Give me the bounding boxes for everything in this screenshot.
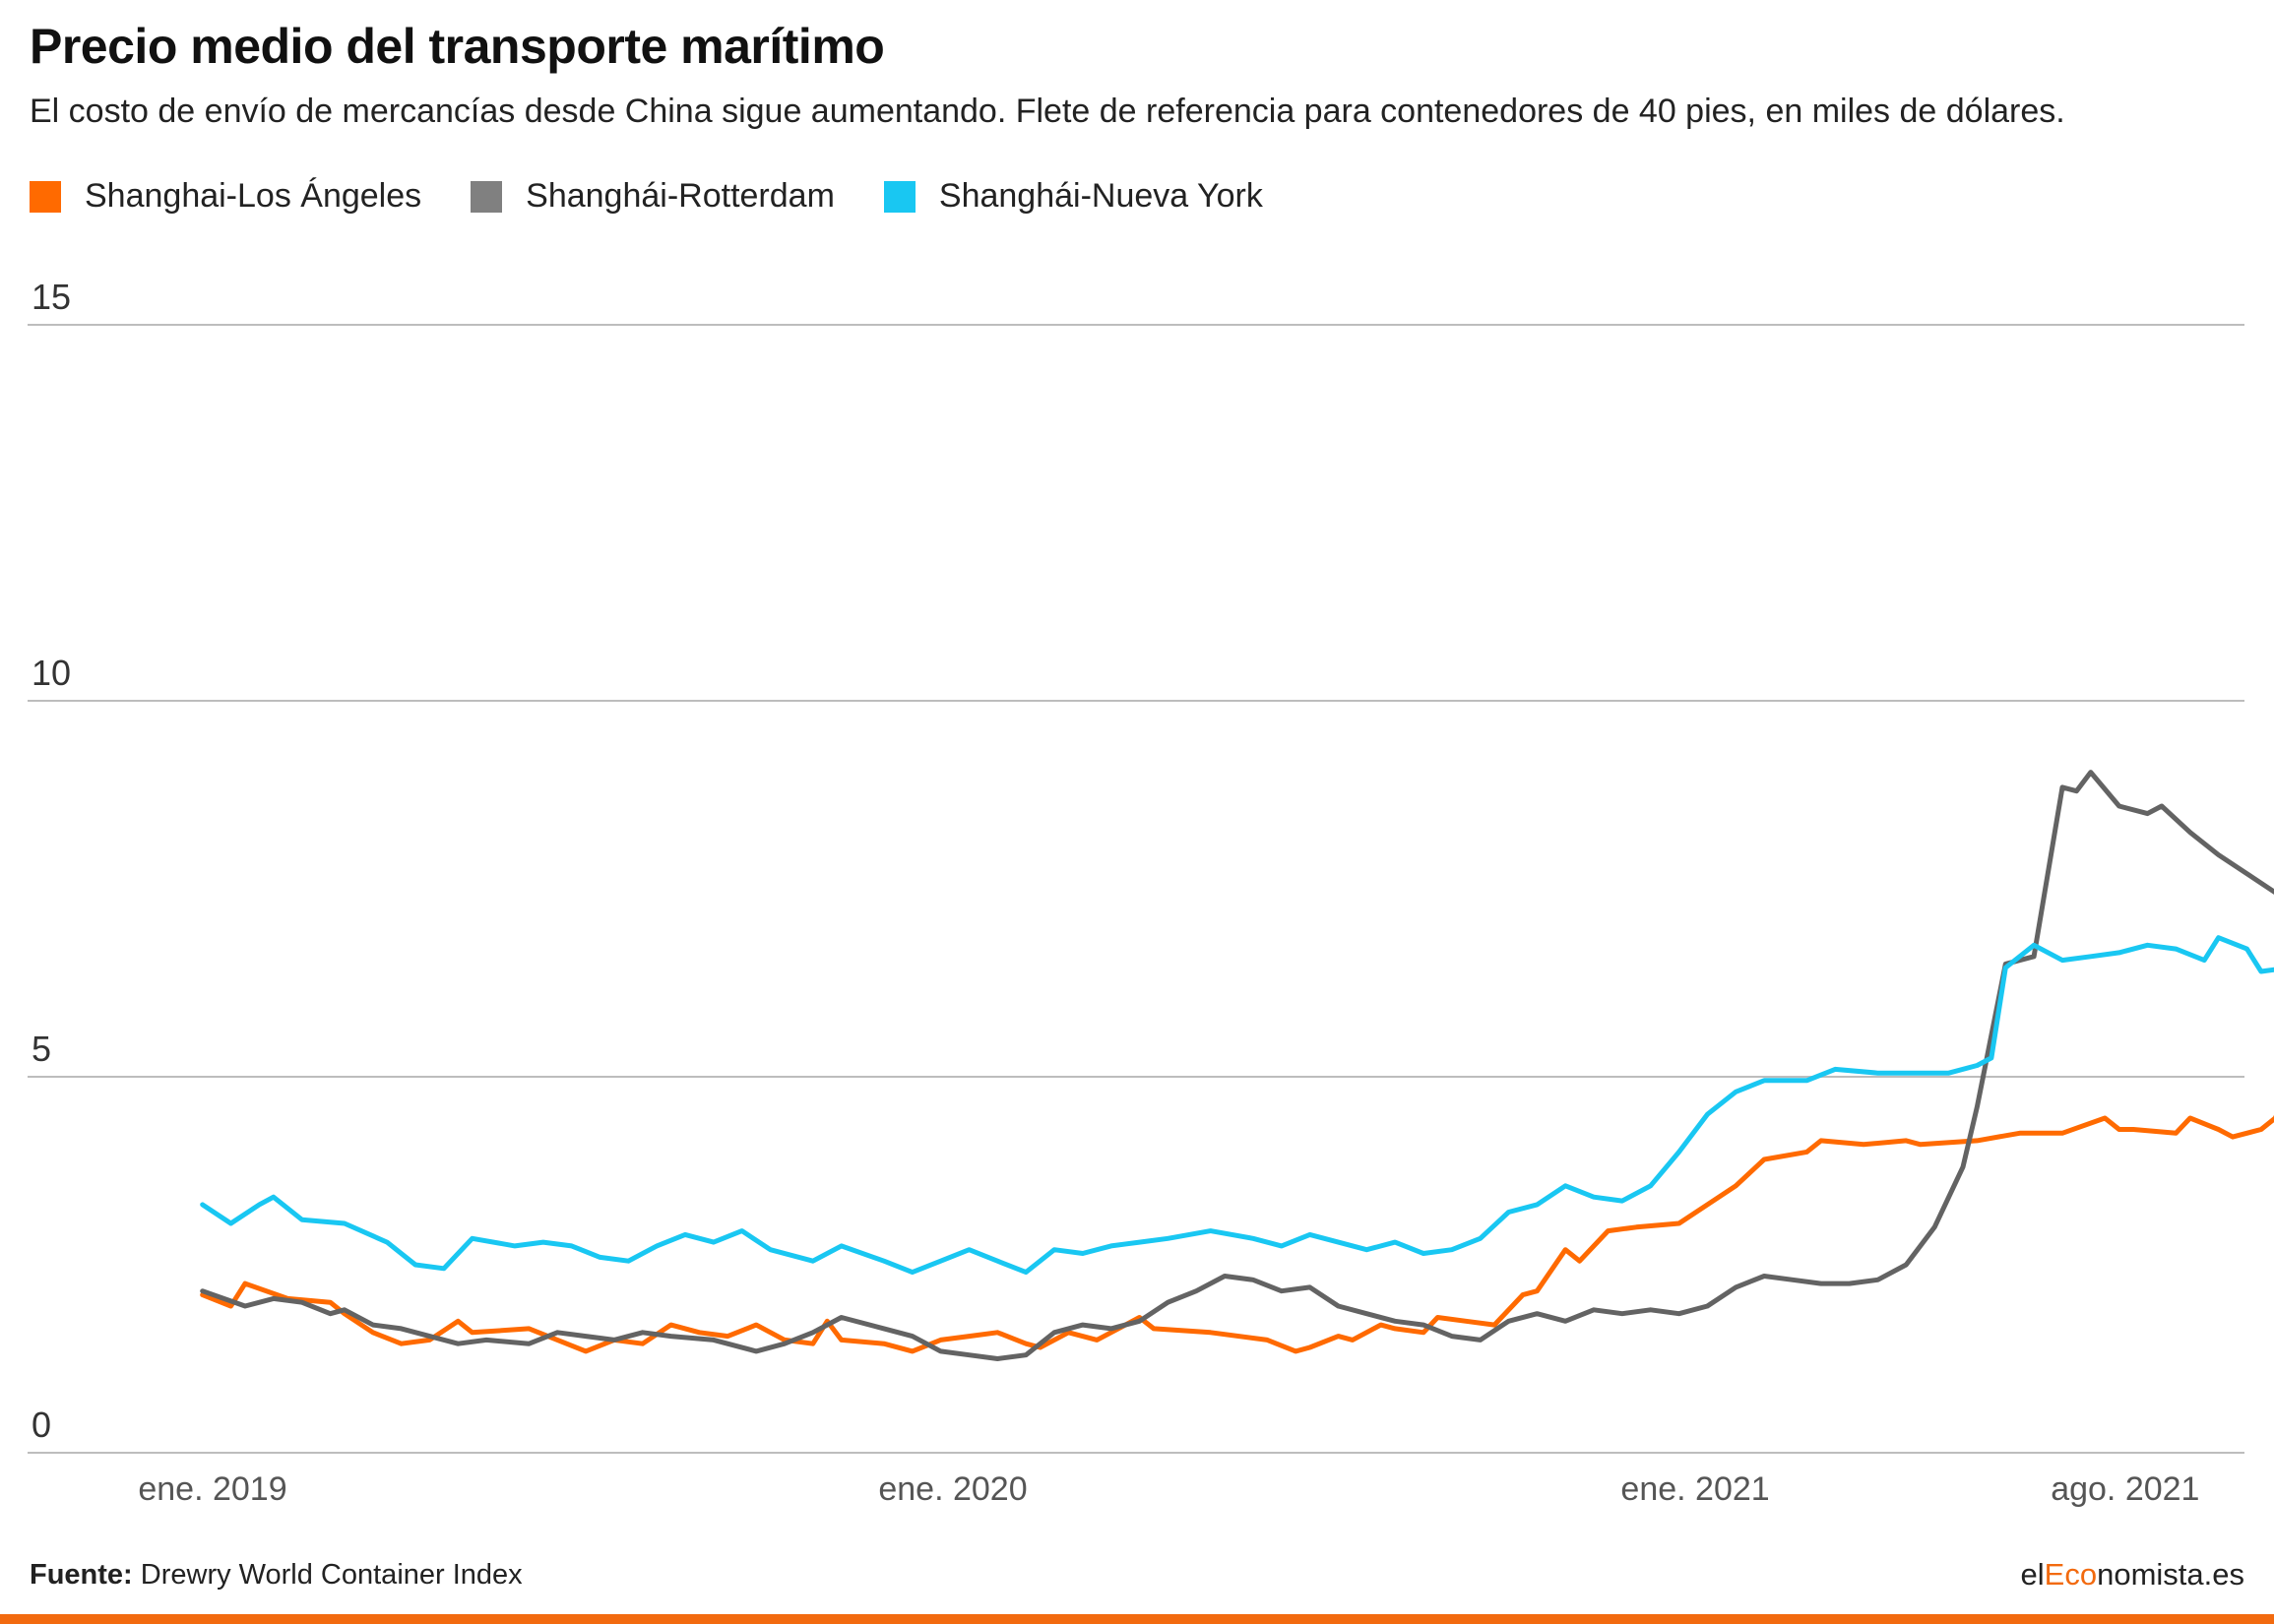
y-tick-label-5: 5 (32, 1029, 51, 1069)
legend-label-los-angeles: Shanghai-Los Ángeles (85, 177, 422, 215)
source-text: Drewry World Container Index (140, 1559, 523, 1591)
legend-item-los-angeles: Shanghai-Los Ángeles (30, 177, 421, 216)
y-tick-label-15: 15 (32, 277, 71, 317)
legend-label-rotterdam: Shanghái-Rotterdam (526, 177, 835, 215)
chart-legend: Shanghai-Los Ángeles Shanghái-Rotterdam … (30, 177, 1312, 216)
source-note: Fuente: Drewry World Container Index (30, 1559, 523, 1592)
chart-title: Precio medio del transporte marítimo (30, 19, 885, 74)
series-line-los_angeles (200, 1114, 2274, 1354)
legend-swatch-los-angeles (30, 180, 61, 213)
series-line-nueva_york (200, 935, 2274, 1276)
source-label: Fuente: (30, 1559, 133, 1591)
brand-suffix: nomista.es (2097, 1557, 2244, 1592)
legend-swatch-nueva-york (883, 180, 916, 213)
bottom-accent-bar (0, 1614, 2274, 1624)
x-tick-label-3: ago. 2021 (2051, 1470, 2199, 1508)
legend-item-nueva-york: Shanghái-Nueva York (883, 177, 1263, 216)
brand-accent: Eco (2044, 1557, 2098, 1592)
brand-logo: elEconomista.es (2021, 1557, 2244, 1593)
y-tick-label-10: 10 (32, 653, 71, 693)
line-chart: 0 5 10 15 ene. 2019 ene. 2020 ene. 2021 ago. 20… (28, 277, 2274, 1508)
legend-swatch-rotterdam (471, 180, 503, 213)
y-tick-label-0: 0 (32, 1405, 51, 1445)
legend-item-rotterdam: Shanghái-Rotterdam (471, 177, 835, 216)
x-tick-label-0: ene. 2019 (138, 1470, 286, 1508)
chart-subtitle: El costo de envío de mercancías desde Ch… (30, 93, 2065, 130)
series-line-rotterdam (200, 770, 2274, 1361)
legend-label-nueva-york: Shanghái-Nueva York (938, 177, 1263, 215)
x-tick-label-2: ene. 2021 (1620, 1470, 1769, 1508)
brand-prefix: el (2020, 1557, 2045, 1592)
x-tick-label-1: ene. 2020 (878, 1470, 1027, 1508)
